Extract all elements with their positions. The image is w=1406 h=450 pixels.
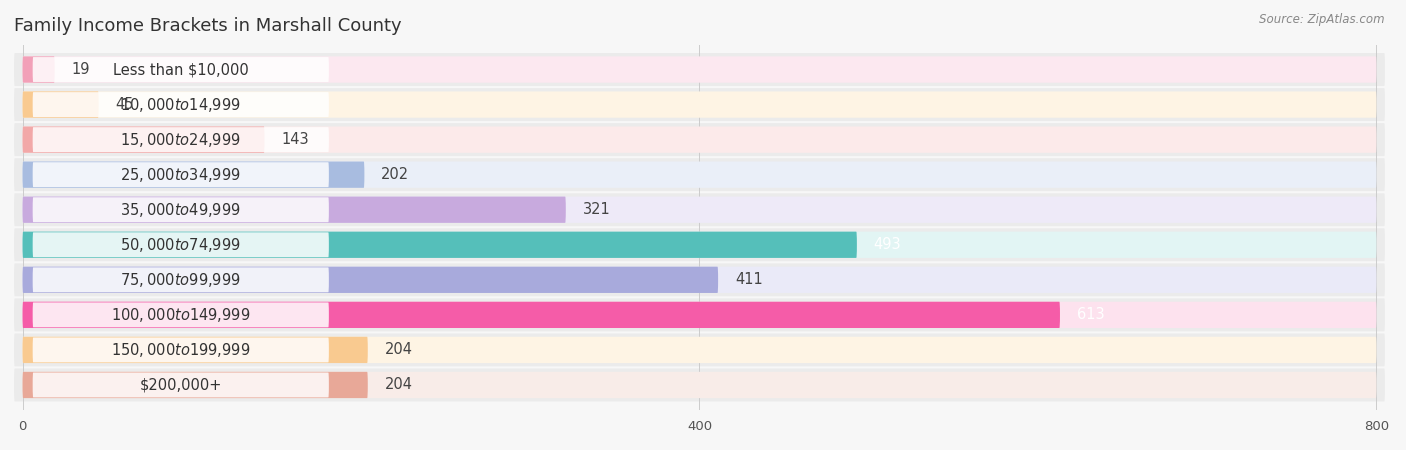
FancyBboxPatch shape xyxy=(32,197,329,222)
FancyBboxPatch shape xyxy=(32,92,329,117)
FancyBboxPatch shape xyxy=(14,228,1385,261)
FancyBboxPatch shape xyxy=(32,267,329,292)
FancyBboxPatch shape xyxy=(22,337,368,363)
Text: $100,000 to $149,999: $100,000 to $149,999 xyxy=(111,306,250,324)
FancyBboxPatch shape xyxy=(32,302,329,327)
Text: 202: 202 xyxy=(381,167,409,182)
FancyBboxPatch shape xyxy=(14,333,1385,366)
Text: 493: 493 xyxy=(873,237,901,252)
FancyBboxPatch shape xyxy=(32,162,329,187)
Text: $35,000 to $49,999: $35,000 to $49,999 xyxy=(121,201,242,219)
FancyBboxPatch shape xyxy=(32,232,329,257)
Text: $15,000 to $24,999: $15,000 to $24,999 xyxy=(121,130,242,148)
FancyBboxPatch shape xyxy=(22,267,1376,293)
Text: $75,000 to $99,999: $75,000 to $99,999 xyxy=(121,271,242,289)
Text: 411: 411 xyxy=(735,272,763,287)
FancyBboxPatch shape xyxy=(32,127,329,152)
Text: 204: 204 xyxy=(385,378,413,392)
FancyBboxPatch shape xyxy=(32,57,329,82)
Text: Source: ZipAtlas.com: Source: ZipAtlas.com xyxy=(1260,14,1385,27)
FancyBboxPatch shape xyxy=(22,56,55,83)
Text: 143: 143 xyxy=(281,132,309,147)
FancyBboxPatch shape xyxy=(14,53,1385,86)
FancyBboxPatch shape xyxy=(22,232,1376,258)
FancyBboxPatch shape xyxy=(22,162,364,188)
FancyBboxPatch shape xyxy=(22,56,1376,83)
Text: 45: 45 xyxy=(115,97,134,112)
FancyBboxPatch shape xyxy=(22,91,98,118)
Text: $10,000 to $14,999: $10,000 to $14,999 xyxy=(121,95,242,113)
FancyBboxPatch shape xyxy=(22,91,1376,118)
FancyBboxPatch shape xyxy=(22,372,368,398)
FancyBboxPatch shape xyxy=(14,263,1385,296)
FancyBboxPatch shape xyxy=(32,373,329,397)
Text: Family Income Brackets in Marshall County: Family Income Brackets in Marshall Count… xyxy=(14,17,402,35)
Text: $25,000 to $34,999: $25,000 to $34,999 xyxy=(121,166,242,184)
FancyBboxPatch shape xyxy=(22,162,1376,188)
FancyBboxPatch shape xyxy=(14,123,1385,156)
FancyBboxPatch shape xyxy=(32,338,329,362)
FancyBboxPatch shape xyxy=(22,232,856,258)
FancyBboxPatch shape xyxy=(14,158,1385,191)
Text: 321: 321 xyxy=(582,202,610,217)
FancyBboxPatch shape xyxy=(22,302,1376,328)
Text: 19: 19 xyxy=(72,62,90,77)
Text: Less than $10,000: Less than $10,000 xyxy=(112,62,249,77)
FancyBboxPatch shape xyxy=(22,126,264,153)
Text: 613: 613 xyxy=(1077,307,1105,322)
FancyBboxPatch shape xyxy=(22,197,1376,223)
FancyBboxPatch shape xyxy=(14,369,1385,401)
FancyBboxPatch shape xyxy=(14,193,1385,226)
Text: $150,000 to $199,999: $150,000 to $199,999 xyxy=(111,341,250,359)
FancyBboxPatch shape xyxy=(22,126,1376,153)
FancyBboxPatch shape xyxy=(22,302,1060,328)
Text: $50,000 to $74,999: $50,000 to $74,999 xyxy=(121,236,242,254)
FancyBboxPatch shape xyxy=(22,372,1376,398)
FancyBboxPatch shape xyxy=(14,298,1385,331)
FancyBboxPatch shape xyxy=(22,337,1376,363)
FancyBboxPatch shape xyxy=(22,197,565,223)
Text: $200,000+: $200,000+ xyxy=(139,378,222,392)
FancyBboxPatch shape xyxy=(22,267,718,293)
FancyBboxPatch shape xyxy=(14,88,1385,121)
Text: 204: 204 xyxy=(385,342,413,357)
